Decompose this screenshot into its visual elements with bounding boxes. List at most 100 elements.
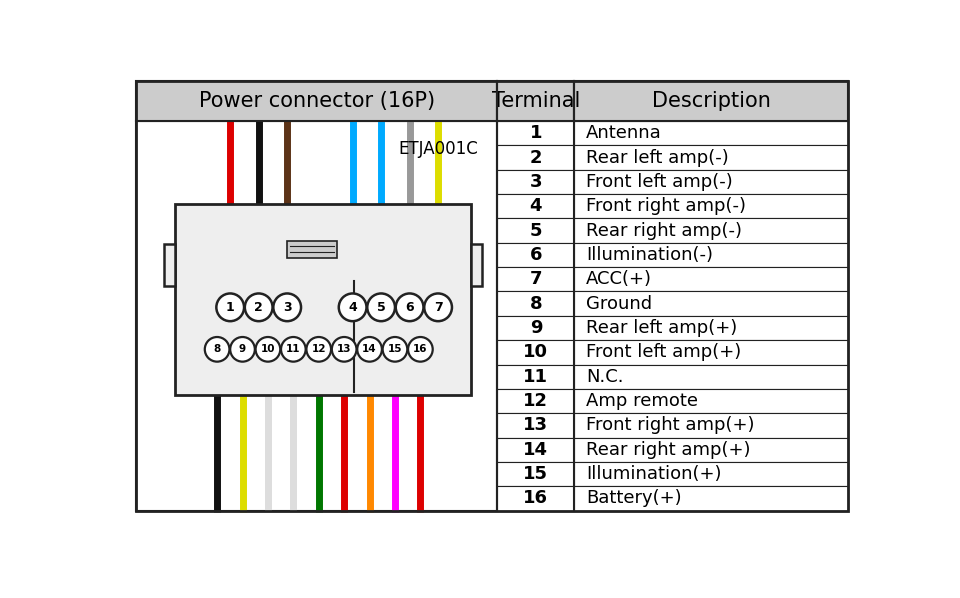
Text: Rear left amp(-): Rear left amp(-) [586, 148, 729, 167]
Circle shape [204, 337, 229, 362]
Text: 9: 9 [239, 344, 246, 355]
Bar [175, 204, 471, 395]
Text: 8: 8 [530, 295, 542, 313]
Text: 5: 5 [530, 222, 542, 240]
Text: Terminal: Terminal [492, 91, 580, 111]
Text: Front left amp(-): Front left amp(-) [586, 173, 732, 191]
Bar [574, 365, 848, 389]
Text: 6: 6 [405, 301, 414, 314]
Bar [497, 389, 574, 413]
Text: 2: 2 [530, 148, 542, 167]
Text: Illumination(+): Illumination(+) [586, 465, 722, 483]
Bar [497, 340, 574, 365]
Text: 10: 10 [523, 343, 548, 361]
Bar [497, 316, 574, 340]
Text: 13: 13 [523, 416, 548, 434]
Text: 12: 12 [523, 392, 548, 410]
Text: 13: 13 [337, 344, 351, 355]
Text: 6: 6 [530, 246, 542, 264]
Text: Amp remote: Amp remote [586, 392, 698, 410]
Bar [574, 413, 848, 438]
Text: Antenna: Antenna [586, 124, 661, 142]
Text: 14: 14 [523, 441, 548, 459]
Bar [497, 413, 574, 438]
Text: 1: 1 [530, 124, 542, 142]
Circle shape [408, 337, 433, 362]
Text: Description: Description [652, 91, 771, 111]
Text: Rear right amp(+): Rear right amp(+) [586, 441, 751, 459]
Bar [497, 218, 574, 243]
Text: 8: 8 [213, 344, 221, 355]
Circle shape [368, 294, 395, 321]
Text: Power connector (16P): Power connector (16P) [199, 91, 435, 111]
Text: 3: 3 [283, 301, 292, 314]
Circle shape [424, 294, 452, 321]
Bar [574, 438, 848, 462]
Text: Rear right amp(-): Rear right amp(-) [586, 222, 742, 240]
Text: 4: 4 [348, 301, 357, 314]
Text: Rear left amp(+): Rear left amp(+) [586, 319, 737, 337]
Bar [574, 170, 848, 194]
Circle shape [339, 294, 367, 321]
Text: 7: 7 [530, 270, 542, 288]
Text: 15: 15 [523, 465, 548, 483]
Circle shape [383, 337, 407, 362]
Bar [497, 145, 574, 170]
Text: 7: 7 [434, 301, 443, 314]
Text: 11: 11 [286, 344, 300, 355]
Bar [497, 462, 574, 486]
Text: 3: 3 [530, 173, 542, 191]
Text: 14: 14 [362, 344, 377, 355]
Bar [164, 244, 175, 286]
Circle shape [357, 337, 382, 362]
Bar [136, 121, 497, 511]
Bar [471, 244, 482, 286]
Text: 16: 16 [523, 490, 548, 508]
Text: 5: 5 [376, 301, 386, 314]
Text: Front left amp(+): Front left amp(+) [586, 343, 741, 361]
Circle shape [216, 294, 244, 321]
Text: 16: 16 [413, 344, 427, 355]
Text: Front right amp(+): Front right amp(+) [586, 416, 755, 434]
Bar [574, 340, 848, 365]
Bar [574, 316, 848, 340]
Text: 1: 1 [226, 301, 234, 314]
Circle shape [230, 337, 254, 362]
Bar [574, 291, 848, 316]
Text: 10: 10 [261, 344, 276, 355]
Text: 11: 11 [523, 368, 548, 386]
Text: 9: 9 [530, 319, 542, 337]
Bar [574, 145, 848, 170]
Circle shape [255, 337, 280, 362]
Text: 15: 15 [388, 344, 402, 355]
Bar [136, 81, 497, 121]
Bar [574, 81, 848, 121]
Text: stare.ru: stare.ru [165, 96, 302, 126]
Bar [574, 267, 848, 291]
Text: ETJA001C: ETJA001C [398, 141, 478, 158]
Circle shape [245, 294, 273, 321]
Bar [497, 365, 574, 389]
Bar [497, 194, 574, 218]
Bar [497, 243, 574, 267]
Text: Battery(+): Battery(+) [586, 490, 682, 508]
Bar [497, 438, 574, 462]
Bar [574, 462, 848, 486]
Circle shape [332, 337, 356, 362]
Text: 12: 12 [311, 344, 326, 355]
Bar [287, 241, 338, 258]
Bar [497, 81, 574, 121]
Circle shape [274, 294, 301, 321]
Text: Ground: Ground [586, 295, 652, 313]
Circle shape [281, 337, 305, 362]
Bar [574, 486, 848, 511]
Text: N.C.: N.C. [586, 368, 623, 386]
Text: 2: 2 [254, 301, 263, 314]
Text: 4: 4 [530, 197, 542, 215]
Text: Illumination(-): Illumination(-) [586, 246, 713, 264]
Bar [497, 267, 574, 291]
Bar [497, 170, 574, 194]
Bar [574, 389, 848, 413]
Bar [497, 121, 574, 145]
Circle shape [396, 294, 423, 321]
